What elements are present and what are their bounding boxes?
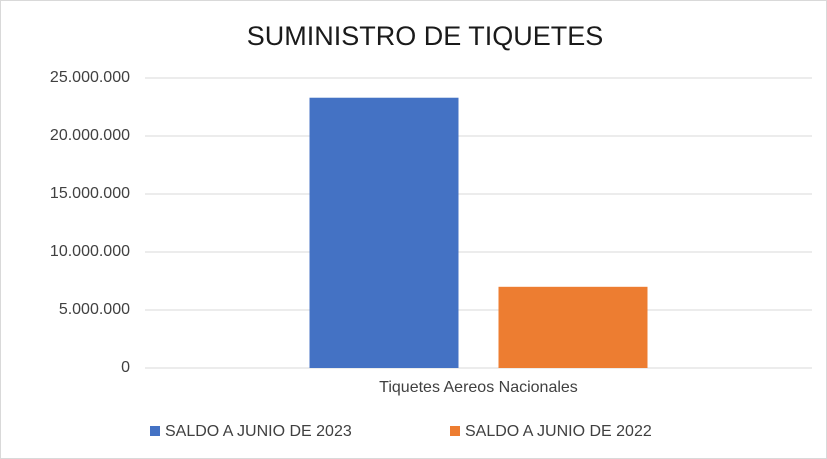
legend-swatch <box>150 426 160 436</box>
y-tick-label: 10.000.000 <box>50 243 130 260</box>
y-tick-label: 15.000.000 <box>50 185 130 202</box>
y-tick-label: 5.000.000 <box>59 301 130 318</box>
x-tick-label: Tiquetes Aereos Nacionales <box>379 379 578 396</box>
legend-swatch <box>450 426 460 436</box>
chart-title: SUMINISTRO DE TIQUETES <box>247 21 604 51</box>
y-tick-label: 0 <box>121 359 130 376</box>
legend-label: SALDO A JUNIO DE 2022 <box>465 423 652 440</box>
y-tick-label: 25.000.000 <box>50 69 130 86</box>
bar <box>498 286 648 368</box>
y-tick-label: 20.000.000 <box>50 127 130 144</box>
legend-label: SALDO A JUNIO DE 2023 <box>165 423 352 440</box>
bar <box>309 97 459 368</box>
